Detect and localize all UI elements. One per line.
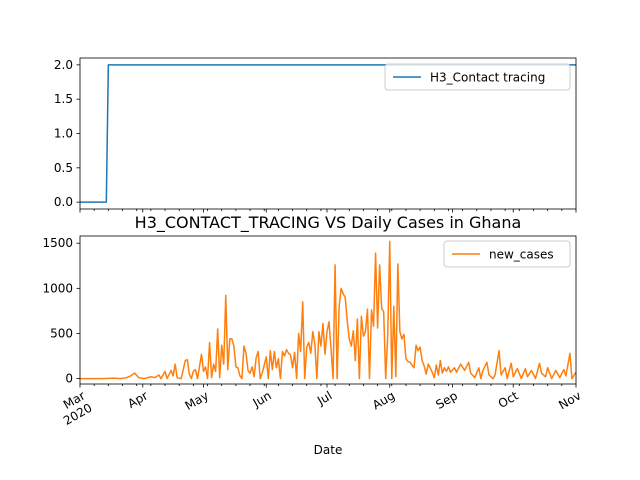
top-series-line-0 <box>80 64 576 203</box>
bottom-y-tick-label: 1000 <box>42 281 73 295</box>
bottom-axes-frame <box>79 235 577 385</box>
top-subplot: 0.0 0.5 1.0 1.5 2.0 H3_Contact tracing <box>54 57 577 213</box>
bottom-legend-box <box>443 240 571 268</box>
bottom-series-group <box>80 240 577 380</box>
bottom-y-ticks: 0 500 1000 1500 <box>42 236 80 386</box>
top-legend: H3_Contact tracing <box>384 63 571 91</box>
bottom-legend: new_cases <box>443 240 571 268</box>
top-y-tick-label: 2.0 <box>54 58 73 72</box>
bottom-legend-label: new_cases <box>489 248 554 262</box>
top-y-tick-label: 1.5 <box>54 92 73 106</box>
top-axes-frame <box>79 57 577 210</box>
bottom-series-line-0 <box>80 240 577 380</box>
top-y-tick-label: 0.0 <box>54 195 73 209</box>
top-y-tick-label: 0.5 <box>54 161 73 175</box>
bottom-y-tick-label: 0 <box>65 372 73 386</box>
bottom-y-tick-label: 1500 <box>42 236 73 250</box>
top-series-group <box>80 64 576 203</box>
top-y-ticks: 0.0 0.5 1.0 1.5 2.0 <box>54 58 80 209</box>
top-y-tick-label: 1.0 <box>54 127 73 141</box>
top-legend-box <box>384 63 571 91</box>
bottom-x-axis-label: Date <box>314 443 343 457</box>
bottom-x-tick-label: Jul <box>314 388 334 408</box>
bottom-y-tick-label: 500 <box>50 326 73 340</box>
top-legend-label: H3_Contact tracing <box>430 71 545 85</box>
bottom-chart-title: H3_CONTACT_TRACING VS Daily Cases in Gha… <box>135 213 522 233</box>
